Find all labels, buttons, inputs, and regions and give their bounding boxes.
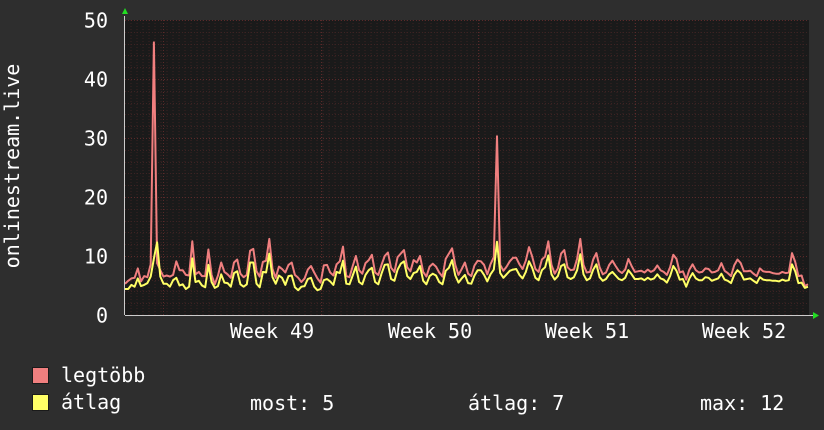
legend-swatch-legtobb (32, 366, 49, 384)
series-line-1 (125, 240, 809, 292)
legend-label-legtobb: legtöbb (61, 363, 146, 387)
x-tick-label: Week 49 (230, 319, 314, 343)
legend-label-atlag: átlag (61, 390, 122, 414)
legend-item-atlag: átlag (32, 390, 122, 414)
y-axis-arrow (122, 8, 128, 14)
stat-current-value: 5 (322, 391, 335, 415)
x-tick-label: Week 50 (388, 319, 472, 343)
x-tick-label: Week 51 (545, 319, 629, 343)
y-tick-label: 30 (84, 127, 108, 151)
x-tick-label: Week 52 (702, 319, 786, 343)
legend-swatch-atlag (32, 393, 49, 411)
stat-average-label: átlag: (468, 391, 541, 415)
y-tick-label: 40 (84, 68, 108, 92)
x-axis-arrow (813, 312, 819, 319)
chart-svg: 0 10 20 30 40 50 Week 49 Week 50 Week 51 Week 52 o… (0, 8, 819, 343)
stat-current: most: 5 (250, 391, 334, 415)
stat-current-label: most: (250, 391, 311, 415)
stat-average-value: 7 (552, 391, 565, 415)
stat-average: átlag: 7 (468, 391, 564, 415)
y-tick-label: 10 (84, 245, 108, 269)
series-line-0 (124, 41, 809, 288)
legend-item-legtobb: legtöbb (32, 363, 146, 387)
stat-max-label: max: (700, 391, 749, 415)
stat-max: max: 12 (700, 391, 784, 415)
y-tick-label: 50 (84, 9, 108, 33)
y-tick-label: 20 (84, 186, 108, 210)
y-axis-title: onlinestream.live (0, 64, 24, 269)
y-tick-label: 0 (96, 304, 108, 328)
stat-max-value: 12 (760, 391, 785, 415)
